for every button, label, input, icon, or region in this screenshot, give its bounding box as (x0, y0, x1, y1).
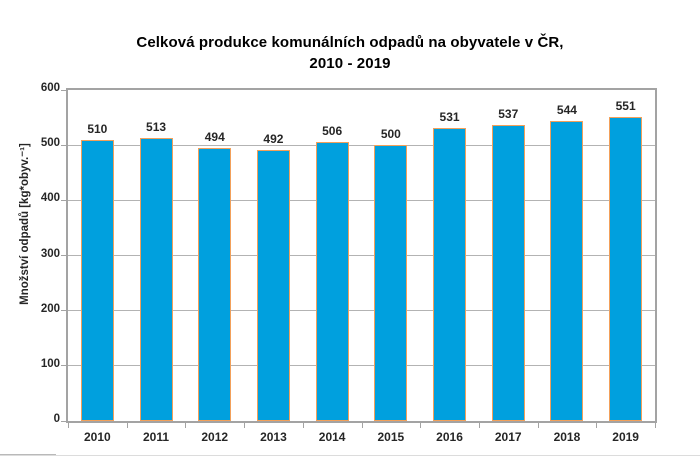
bar-value-label: 510 (87, 121, 108, 136)
y-axis-tick (61, 89, 66, 91)
y-tick-label: 200 (40, 302, 60, 315)
x-axis-tick (244, 423, 246, 428)
x-tick-label: 2018 (553, 430, 581, 444)
bar-2018 (550, 120, 584, 421)
chart-title-line1: Celková produkce komunálních odpadů na o… (136, 34, 564, 51)
bar-2011 (139, 138, 173, 421)
x-tick-label: 2010 (83, 430, 111, 444)
y-axis-tick (61, 144, 66, 146)
y-axis-tick (61, 365, 66, 367)
x-tick-label: 2013 (260, 430, 287, 444)
y-tick-label: 400 (40, 192, 60, 205)
y-tick-label: 0 (53, 413, 60, 425)
page-divider-line (0, 455, 700, 456)
bar-2014 (315, 141, 349, 421)
y-axis-tick (61, 420, 66, 422)
x-axis-tick (420, 423, 422, 428)
x-tick-label: 2019 (612, 430, 639, 444)
bar-value-label: 513 (146, 119, 167, 134)
gridline (68, 365, 655, 367)
gridline (68, 310, 655, 312)
x-axis-tick (126, 423, 128, 428)
y-axis-tick (61, 310, 66, 312)
bar-2013 (256, 149, 290, 421)
x-axis-tick (655, 423, 656, 428)
gridline (68, 144, 655, 146)
x-tick-label: 2015 (377, 430, 405, 444)
bar-value-label: 500 (380, 127, 401, 142)
x-axis-tick (478, 423, 480, 428)
chart-title: Celková produkce komunálních odpadů na o… (0, 32, 700, 74)
y-tick-label: 500 (40, 137, 60, 150)
y-tick-label: 300 (40, 247, 60, 260)
bar-2017 (491, 124, 525, 421)
x-tick-label: 2012 (201, 430, 229, 444)
bar-2010 (80, 139, 114, 421)
x-tick-label: 2011 (143, 430, 170, 444)
gridline (68, 199, 655, 201)
plot-area: 510 513 494 492 506 500 531 537 544 551 (66, 88, 657, 423)
x-tick-label: 2017 (494, 430, 522, 444)
bar-value-label: 551 (615, 99, 636, 114)
y-tick-label: 600 (40, 82, 60, 94)
bar-value-label: 531 (439, 110, 460, 125)
y-axis-title: Množství odpadů [kg*obyv.⁻¹] (19, 143, 31, 305)
bar-2019 (609, 117, 643, 421)
y-axis-tick (61, 199, 66, 201)
x-axis-tick (596, 423, 598, 428)
x-axis-tick (537, 423, 539, 428)
bar-2012 (198, 148, 232, 421)
x-tick-label: 2016 (436, 430, 463, 444)
bar-2016 (433, 128, 467, 421)
x-axis-tick (302, 423, 304, 428)
bar-value-label: 506 (322, 123, 343, 138)
x-axis-tick (68, 423, 69, 428)
y-axis-tick (61, 255, 66, 256)
y-tick-label: 100 (40, 357, 60, 370)
x-axis-tick (361, 423, 363, 428)
bar-value-label: 492 (263, 131, 284, 146)
bar-2015 (374, 145, 408, 421)
gridline (68, 255, 655, 256)
x-axis-tick (185, 423, 187, 428)
bar-value-label: 544 (556, 102, 577, 117)
bar-value-label: 537 (498, 106, 519, 121)
chart-title-line2: 2010 - 2019 (309, 55, 391, 72)
bar-value-label: 494 (204, 130, 225, 145)
x-tick-label: 2014 (318, 430, 346, 444)
